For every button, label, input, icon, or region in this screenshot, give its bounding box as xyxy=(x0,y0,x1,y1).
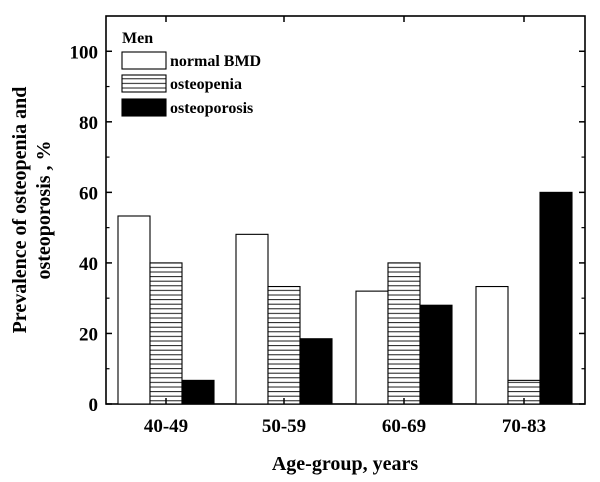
bar-normal-bmd-50-59 xyxy=(235,233,269,405)
y-axis-title: Prevalence of osteopenia and osteoporosi… xyxy=(9,87,55,334)
y-tick-label: 0 xyxy=(89,395,99,416)
legend-label-normal-bmd: normal BMD xyxy=(170,53,261,70)
y-tick-label: 20 xyxy=(79,324,98,345)
bar-normal-bmd-40-49 xyxy=(117,215,151,405)
bar-osteoporosis-50-59 xyxy=(299,338,333,405)
bar-osteoporosis-70-83 xyxy=(539,191,573,405)
x-ticks: 40-49 50-59 60-69 70-83 xyxy=(144,16,546,437)
legend-title: Men xyxy=(122,30,153,47)
bar-osteopenia-40-49 xyxy=(149,262,183,405)
legend: Men normal BMD osteopenia osteoporosis xyxy=(121,30,261,117)
bar-normal-bmd-60-69 xyxy=(355,290,389,405)
x-tick-label: 70-83 xyxy=(502,416,546,437)
y-axis-title-line-1: Prevalence of osteopenia and xyxy=(9,87,31,334)
x-tick-label: 60-69 xyxy=(382,416,426,437)
legend-swatch-normal-bmd xyxy=(121,51,167,70)
y-ticks: 0 20 40 60 80 100 xyxy=(70,42,585,416)
legend-swatch-osteopenia xyxy=(121,74,167,93)
legend-label-osteoporosis: osteoporosis xyxy=(170,100,253,117)
bar-osteoporosis-40-49 xyxy=(181,379,215,405)
x-tick-label: 50-59 xyxy=(262,416,306,437)
bars xyxy=(117,191,573,405)
plot-frame xyxy=(105,15,586,405)
x-tick-label: 40-49 xyxy=(144,416,188,437)
y-tick-label: 60 xyxy=(79,183,98,204)
plot-area xyxy=(105,15,586,405)
bar-normal-bmd-70-83 xyxy=(475,285,509,405)
x-axis-title: Age-group, years xyxy=(272,453,418,475)
y-tick-label: 100 xyxy=(70,42,99,63)
y-tick-label: 80 xyxy=(79,113,98,134)
y-tick-label: 40 xyxy=(79,254,98,275)
legend-swatch-osteoporosis xyxy=(121,98,167,117)
bar-osteopenia-50-59 xyxy=(267,285,301,405)
bar-osteopenia-60-69 xyxy=(387,262,421,405)
y-axis-title-line-2: osteoporosis , % xyxy=(33,140,55,279)
bar-osteoporosis-60-69 xyxy=(419,304,453,405)
legend-entries: normal BMD osteopenia osteoporosis xyxy=(121,51,261,117)
legend-label-osteopenia: osteopenia xyxy=(170,76,242,93)
